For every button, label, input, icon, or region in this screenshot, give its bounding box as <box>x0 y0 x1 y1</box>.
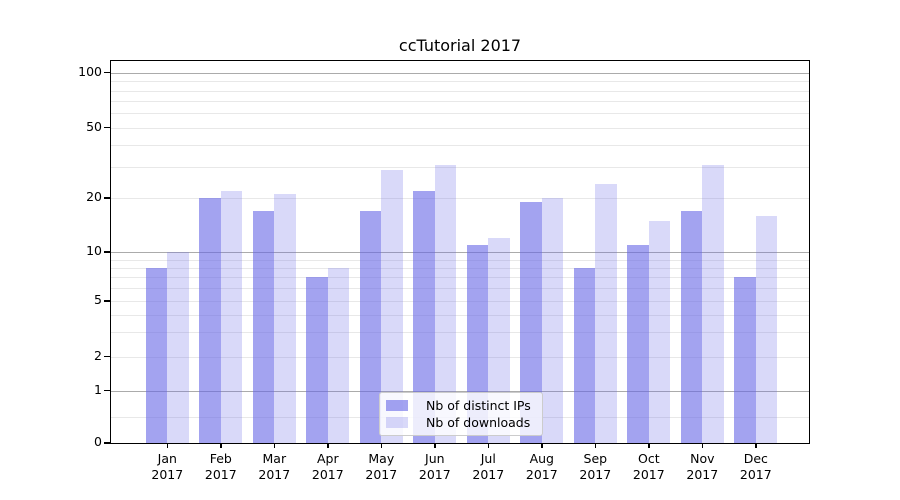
x-tick <box>434 443 436 448</box>
x-tick <box>380 443 383 448</box>
x-tick-label: Jul 2017 <box>472 451 505 482</box>
x-tick-label: Dec 2017 <box>739 451 772 482</box>
bar-downloads <box>595 184 617 443</box>
bar-downloads <box>702 164 724 443</box>
x-tick <box>755 443 757 448</box>
gridline-minor <box>111 288 809 290</box>
y-tick-label: 1 <box>94 381 102 397</box>
bar-downloads <box>541 198 564 443</box>
x-tick <box>220 443 222 448</box>
legend-label: Nb of downloads <box>426 415 531 430</box>
gridline-minor <box>111 144 809 146</box>
bar-distinct-ips <box>359 210 382 443</box>
x-tick-label: Apr 2017 <box>311 451 344 482</box>
x-tick-label: Oct 2017 <box>632 451 665 482</box>
gridline-minor <box>111 259 809 261</box>
x-tick-label: May 2017 <box>365 451 398 482</box>
bar-downloads <box>327 267 350 443</box>
x-tick-label: Feb 2017 <box>204 451 237 482</box>
x-tick <box>701 443 704 448</box>
x-tick <box>594 443 597 448</box>
y-tick <box>104 355 110 358</box>
x-tick-label: Sep 2017 <box>579 451 612 482</box>
plot-area: Nb of distinct IPs Nb of downloads <box>110 60 810 444</box>
bar-distinct-ips <box>573 267 596 443</box>
bar-downloads <box>648 220 671 443</box>
bar-downloads <box>381 169 403 443</box>
gridline-major <box>111 390 809 392</box>
bar-distinct-ips <box>199 198 221 443</box>
x-tick <box>648 443 650 448</box>
legend-swatch <box>386 417 408 428</box>
chart-title: ccTutorial 2017 <box>398 36 522 55</box>
y-tick <box>104 197 110 199</box>
y-tick-label: 10 <box>86 243 102 259</box>
x-tick <box>166 443 169 448</box>
bar-downloads <box>434 164 457 443</box>
y-tick <box>104 71 110 74</box>
x-tick-label: Aug 2017 <box>525 451 558 482</box>
gridline-minor <box>111 267 809 269</box>
gridline-major <box>111 252 809 254</box>
legend-label: Nb of distinct IPs <box>426 398 531 413</box>
gridline-minor <box>111 101 809 103</box>
gridline-minor <box>111 277 809 279</box>
bar-distinct-ips <box>627 244 649 443</box>
bar-downloads <box>488 238 510 443</box>
y-tick <box>104 251 110 253</box>
gridline-minor <box>111 198 809 200</box>
gridline-minor <box>111 113 809 115</box>
legend: Nb of distinct IPs Nb of downloads <box>379 392 543 436</box>
bar-distinct-ips <box>252 210 275 443</box>
bar-downloads <box>755 215 778 443</box>
gridline-minor <box>111 90 809 92</box>
gridline-minor <box>111 314 809 316</box>
bar-downloads <box>220 190 243 443</box>
gridline-major <box>111 72 809 74</box>
y-tick-label: 20 <box>86 189 102 205</box>
gridline-minor <box>111 356 809 358</box>
bar-distinct-ips <box>306 277 328 443</box>
gridline-minor <box>111 332 809 334</box>
bar-distinct-ips <box>520 202 542 443</box>
legend-entry-downloads: Nb of downloads <box>386 415 534 430</box>
gridline-minor <box>111 301 809 303</box>
bar-distinct-ips <box>680 210 703 443</box>
gridline-minor <box>111 81 809 83</box>
bar-distinct-ips <box>145 267 168 443</box>
y-tick <box>104 126 110 129</box>
x-tick <box>487 443 490 448</box>
gridline-minor <box>111 167 809 168</box>
x-tick <box>541 443 543 448</box>
legend-swatch <box>386 400 408 411</box>
x-tick-label: Jun 2017 <box>418 451 451 482</box>
y-tick-label: 50 <box>86 118 102 134</box>
gridline-minor <box>111 127 809 129</box>
y-tick-label: 5 <box>94 292 102 308</box>
y-tick-label: 0 <box>94 434 102 449</box>
x-tick-label: Nov 2017 <box>686 451 719 482</box>
x-tick-label: Mar 2017 <box>258 451 291 482</box>
x-tick-label: Jan 2017 <box>151 451 184 482</box>
legend-entry-distinct-ips: Nb of distinct IPs <box>386 398 534 413</box>
bar-downloads <box>167 252 189 443</box>
x-tick <box>273 443 276 448</box>
y-tick <box>104 442 110 444</box>
bar-downloads <box>274 194 296 443</box>
y-tick-label: 2 <box>94 347 102 363</box>
y-tick <box>104 300 110 302</box>
y-tick-label: 100 <box>78 63 102 79</box>
bar-distinct-ips <box>413 190 435 443</box>
x-tick <box>327 443 329 448</box>
y-tick <box>104 389 110 392</box>
bar-distinct-ips <box>734 277 756 443</box>
